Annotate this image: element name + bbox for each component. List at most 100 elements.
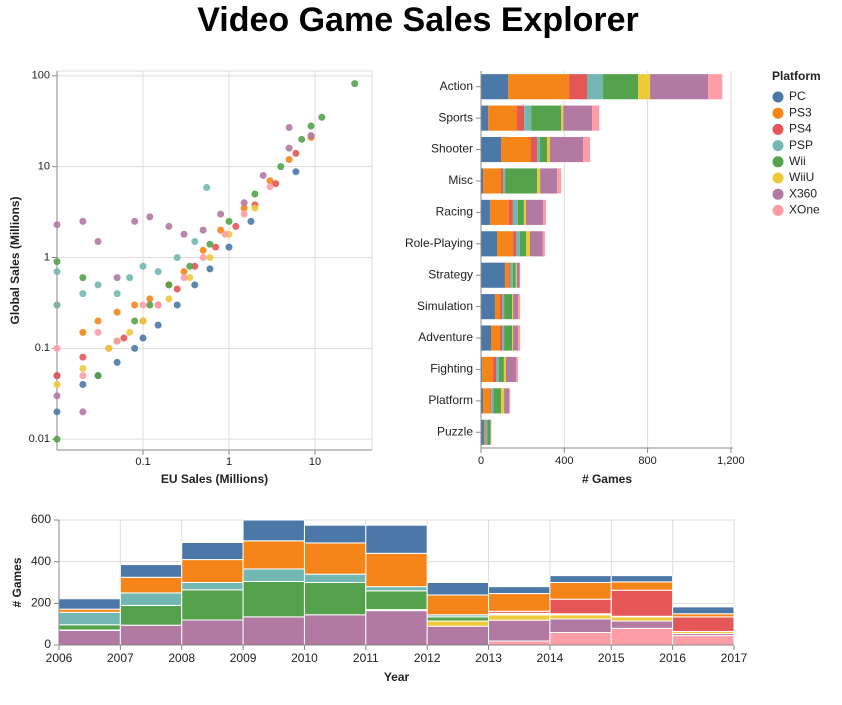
bar-segment <box>481 325 491 351</box>
point <box>113 337 121 345</box>
bar-segment <box>426 620 490 627</box>
point <box>94 328 102 336</box>
point <box>206 253 214 261</box>
point <box>298 135 306 143</box>
point <box>154 268 162 276</box>
y-tick-label: 0 <box>44 637 51 651</box>
y-tick-label: Fighting <box>430 362 473 376</box>
point <box>225 217 233 225</box>
point <box>247 217 255 225</box>
point <box>173 253 181 261</box>
bar-segment <box>365 586 428 592</box>
bar-segment <box>242 540 305 570</box>
bar-segment <box>542 231 545 257</box>
point <box>79 217 87 225</box>
x-tick-label: 800 <box>638 455 656 467</box>
bar-segment <box>524 105 532 131</box>
legend-label: PC <box>789 89 806 103</box>
x-axis-title: # Games <box>582 472 632 486</box>
x-tick-label: 2015 <box>598 651 625 665</box>
point <box>191 262 199 270</box>
point <box>292 149 300 157</box>
bar-segment <box>119 564 183 578</box>
bar-segment <box>610 620 674 629</box>
x-tick-label: 2008 <box>168 651 195 665</box>
bar-segment <box>638 74 651 100</box>
point <box>131 217 139 225</box>
x-tick-label: 2007 <box>107 651 134 665</box>
bar-segment <box>485 419 488 445</box>
point <box>126 274 134 282</box>
y-tick-label: Puzzle <box>437 424 473 438</box>
bar-segment <box>242 580 305 618</box>
point <box>165 281 173 289</box>
bar-segment <box>426 625 490 646</box>
x-axis-title: Year <box>384 670 410 684</box>
point <box>266 183 274 191</box>
bar-segment <box>493 388 502 414</box>
y-axis-title: Global Sales (Millions) <box>8 196 22 324</box>
bar-segment <box>517 105 525 131</box>
bar-segment <box>610 581 674 591</box>
bar-segment <box>502 325 505 351</box>
bar-segment <box>481 356 483 383</box>
bar-segment <box>537 168 541 194</box>
bar-segment <box>490 419 492 445</box>
bar-segment <box>517 199 524 225</box>
y-tick-label: Action <box>440 79 473 93</box>
bar-segment <box>488 593 551 612</box>
bar-segment <box>518 294 521 320</box>
point <box>94 317 102 325</box>
bar-segment <box>504 262 509 288</box>
x-tick-label: 0.1 <box>135 456 150 468</box>
bar-segment <box>530 136 538 163</box>
bar-segment <box>494 294 500 320</box>
point <box>53 408 61 416</box>
bar-segment <box>503 356 506 383</box>
bar-segment <box>516 262 520 288</box>
bar-segment <box>481 105 489 131</box>
point <box>79 364 87 372</box>
y-tick-label: 1 <box>44 251 50 263</box>
y-tick-label: Misc <box>448 173 473 187</box>
bar-segment <box>610 616 674 622</box>
legend-label: PS3 <box>789 105 812 119</box>
bar-segment <box>119 592 183 606</box>
bar-segment <box>509 262 513 288</box>
bar-segment <box>497 231 514 257</box>
point <box>139 262 147 270</box>
bar-segment <box>610 589 674 617</box>
bar-segment <box>481 388 484 414</box>
bar-segment <box>181 559 244 583</box>
bar-segment <box>504 294 513 320</box>
legend-swatch <box>772 91 784 103</box>
bar-segment <box>303 573 367 584</box>
point <box>180 274 188 282</box>
bar-segment <box>531 105 562 131</box>
point <box>186 274 194 282</box>
bar-segment <box>490 325 500 351</box>
bar-segment <box>495 356 499 383</box>
y-tick-label: 0.01 <box>29 433 50 445</box>
bar-segment <box>569 74 588 100</box>
point <box>199 253 207 261</box>
bar-segment <box>181 582 244 591</box>
y-tick-label: Platform <box>428 393 473 407</box>
y-tick-label: Adventure <box>418 330 473 344</box>
y-tick-label: 100 <box>32 70 50 82</box>
point <box>131 317 139 325</box>
bar-segment <box>181 619 244 646</box>
bar-segment <box>610 627 674 646</box>
point <box>180 230 188 238</box>
point <box>146 295 154 303</box>
bar-segment <box>672 635 735 646</box>
bar-segment <box>504 325 513 351</box>
point <box>113 358 121 366</box>
bar-segment <box>549 136 584 163</box>
point <box>191 281 199 289</box>
bar-segment <box>557 168 562 194</box>
point <box>307 122 315 130</box>
bar-segment <box>498 356 504 383</box>
point <box>154 321 162 329</box>
bar-segment <box>519 231 526 257</box>
